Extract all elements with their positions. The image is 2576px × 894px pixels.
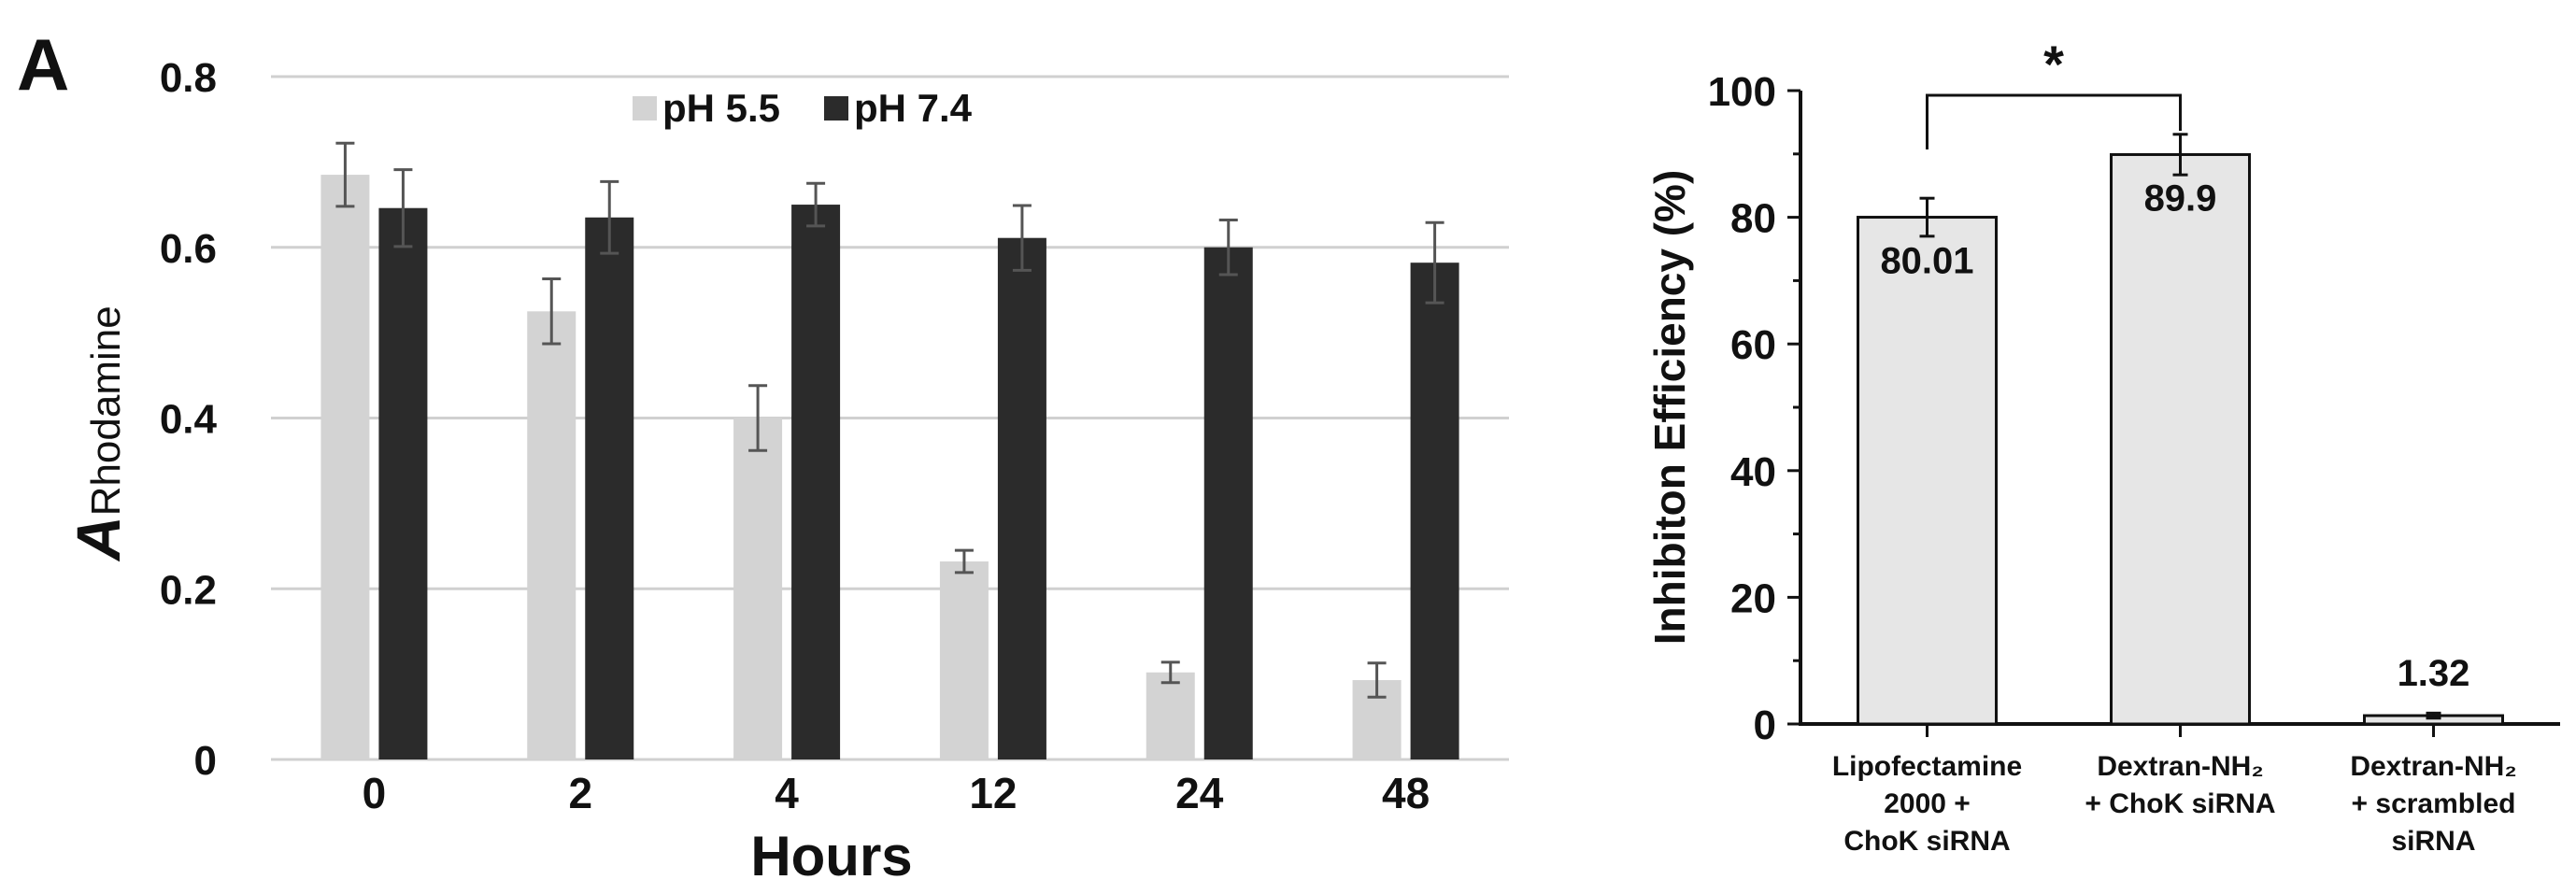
bar-ph55 — [527, 311, 576, 759]
y-tick-label: 80 — [1730, 196, 1776, 242]
y-axis-label-subscript: Rhodamine — [83, 305, 129, 516]
significance-marker: * — [2043, 35, 2064, 93]
significance-bracket — [1926, 93, 2182, 149]
bar-ph74 — [378, 207, 428, 759]
bar-chart-inhibition: 0 20 40 60 80 100 Inhibiton Efficiency (%) 80.0… — [1645, 35, 2560, 857]
x-tick-label: 0 — [363, 769, 387, 817]
bar-ph55 — [733, 418, 783, 759]
bar-ph74 — [1410, 263, 1459, 759]
y-tick-label: 0.2 — [160, 567, 217, 613]
y-tick-label: 60 — [1730, 322, 1776, 368]
legend-label: pH 7.4 — [854, 86, 973, 130]
x-tick-label: 48 — [1382, 769, 1430, 817]
bar — [2110, 152, 2251, 726]
x-tick-label: 24 — [1175, 769, 1224, 817]
y-tick-label: 0 — [194, 738, 217, 784]
x-tick-label: + scrambled — [2352, 788, 2516, 819]
y-tick-label: 100 — [1708, 69, 1776, 115]
y-tick-label: 0.6 — [160, 226, 217, 272]
x-axis-label: Hours — [750, 825, 912, 887]
bar-ph74 — [585, 217, 634, 760]
data-label: 80.01 — [1880, 241, 1973, 282]
x-tick-label: Lipofectamine — [1832, 751, 2022, 782]
legend-swatch — [633, 96, 657, 121]
x-tick-label: 4 — [775, 769, 799, 817]
data-label: 89.9 — [2144, 177, 2217, 219]
y-tick-label: 0.8 — [160, 55, 217, 101]
y-tick-label: 20 — [1730, 575, 1776, 621]
x-tick-label: siRNA — [2391, 826, 2475, 857]
bar-ph74 — [791, 205, 841, 759]
x-tick-label: 2000 + — [1884, 788, 1971, 819]
y-tick-label: 0.4 — [160, 397, 218, 443]
bar-ph74 — [997, 237, 1046, 760]
legend-swatch — [824, 96, 848, 121]
legend-label: pH 5.5 — [662, 86, 780, 130]
x-tick-label: Dextran-NH₂ — [2097, 751, 2263, 782]
y-tick-label: 0 — [1754, 702, 1776, 748]
bar-ph55 — [320, 175, 370, 760]
x-tick-label: Dextran-NH₂ — [2350, 751, 2516, 782]
panel-label: A — [17, 23, 69, 106]
bar-ph55 — [1146, 672, 1195, 759]
y-axis-label: Inhibiton Efficiency (%) — [1645, 170, 1694, 646]
x-tick-label: 12 — [969, 769, 1017, 817]
bar — [1857, 216, 1998, 726]
x-tick-label: + ChoK siRNA — [2085, 788, 2275, 819]
data-label: 1.32 — [2398, 653, 2470, 694]
y-tick-label: 40 — [1730, 449, 1776, 495]
y-axis-label-main: A — [64, 516, 133, 562]
x-tick-label: 2 — [568, 769, 592, 817]
bar-ph74 — [1203, 247, 1253, 759]
bar-ph55 — [939, 561, 989, 759]
y-axis-label: ARhodamine — [64, 305, 133, 562]
x-tick-label: ChoK siRNA — [1843, 826, 2010, 857]
bar-chart-absorbance: 00.20.40.60.80 2 4 12 24 48HoursARhodaminepH … — [64, 55, 1509, 887]
